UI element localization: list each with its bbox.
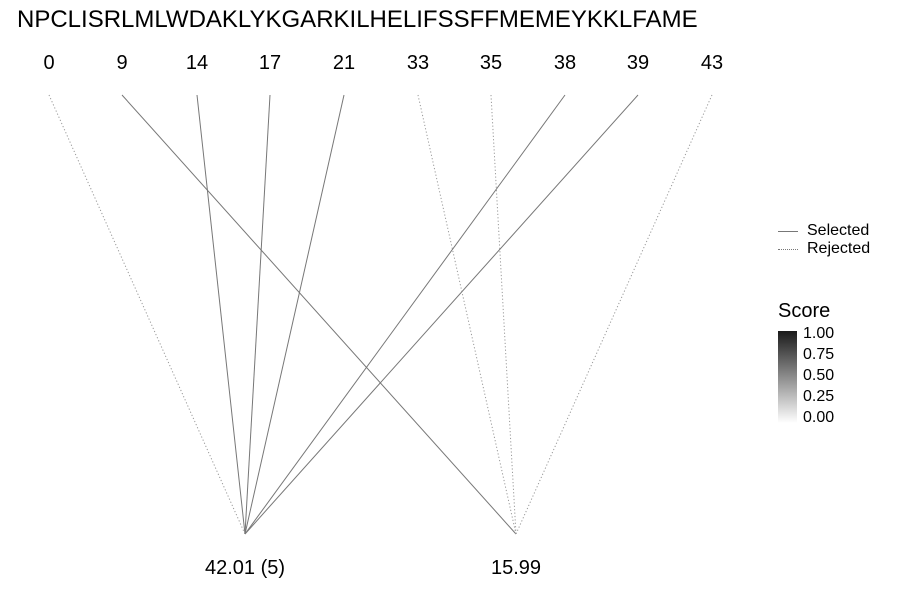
score-tick-label: 1.00 xyxy=(803,325,835,342)
peptide-sequence: NPCLISRLMLWDAKLYKGARKILHELIFSSFFMEMEYKKL… xyxy=(17,6,698,33)
legend-item-rejected: Rejected xyxy=(778,240,870,258)
rejected-link-line xyxy=(417,94,517,535)
score-legend-title: Score xyxy=(778,300,831,322)
legend-item-selected: Selected xyxy=(778,222,870,240)
selected-link-line xyxy=(196,94,246,535)
solid-line-icon xyxy=(778,230,798,232)
legend-label-rejected: Rejected xyxy=(807,240,871,257)
rejected-link-line xyxy=(490,94,517,535)
dotted-line-icon xyxy=(778,248,798,250)
score-legend: Score 1.00 0.75 0.50 0.25 0.00 xyxy=(778,300,834,426)
selected-link-line xyxy=(244,94,271,535)
score-tick-label: 0.75 xyxy=(803,346,835,363)
position-label: 33 xyxy=(406,52,430,74)
position-label: 14 xyxy=(185,52,209,74)
selected-link-line xyxy=(244,94,639,535)
position-label: 0 xyxy=(43,52,55,74)
line-legend: Selected Rejected xyxy=(778,222,870,258)
node-label: 42.01 (5) xyxy=(204,557,286,579)
score-tick-label: 0.00 xyxy=(803,409,835,426)
position-label: 9 xyxy=(116,52,128,74)
node-label: 15.99 xyxy=(490,557,542,579)
legend-label-selected: Selected xyxy=(807,222,870,239)
position-label: 35 xyxy=(479,52,503,74)
selected-link-line xyxy=(244,94,566,535)
score-tick-label: 0.50 xyxy=(803,367,835,384)
position-label: 17 xyxy=(258,52,282,74)
position-label: 38 xyxy=(553,52,577,74)
selected-link-line xyxy=(244,94,345,535)
rejected-link-line xyxy=(515,94,713,535)
position-label: 43 xyxy=(700,52,724,74)
score-gradient-bar xyxy=(778,331,797,423)
position-label: 21 xyxy=(332,52,356,74)
selected-link-line xyxy=(121,94,517,535)
score-tick-label: 0.25 xyxy=(803,388,835,405)
rejected-link-line xyxy=(48,94,246,535)
position-label: 39 xyxy=(626,52,650,74)
